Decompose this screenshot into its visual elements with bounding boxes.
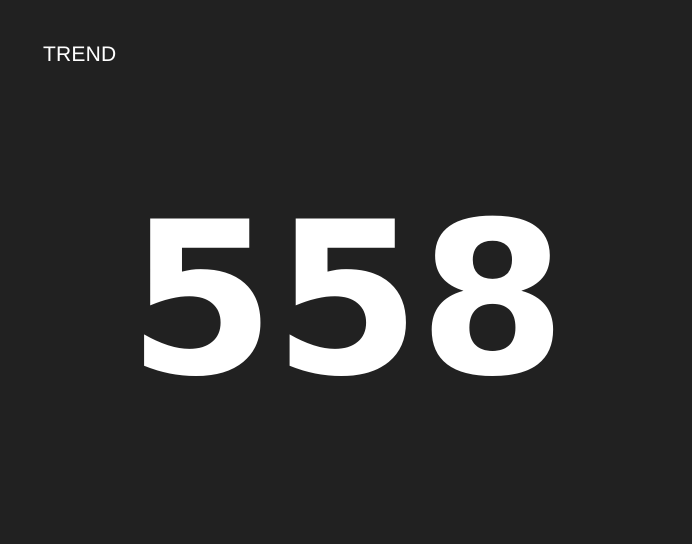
trend-value: 558 xyxy=(127,176,567,423)
widget-title: TREND xyxy=(43,43,117,66)
